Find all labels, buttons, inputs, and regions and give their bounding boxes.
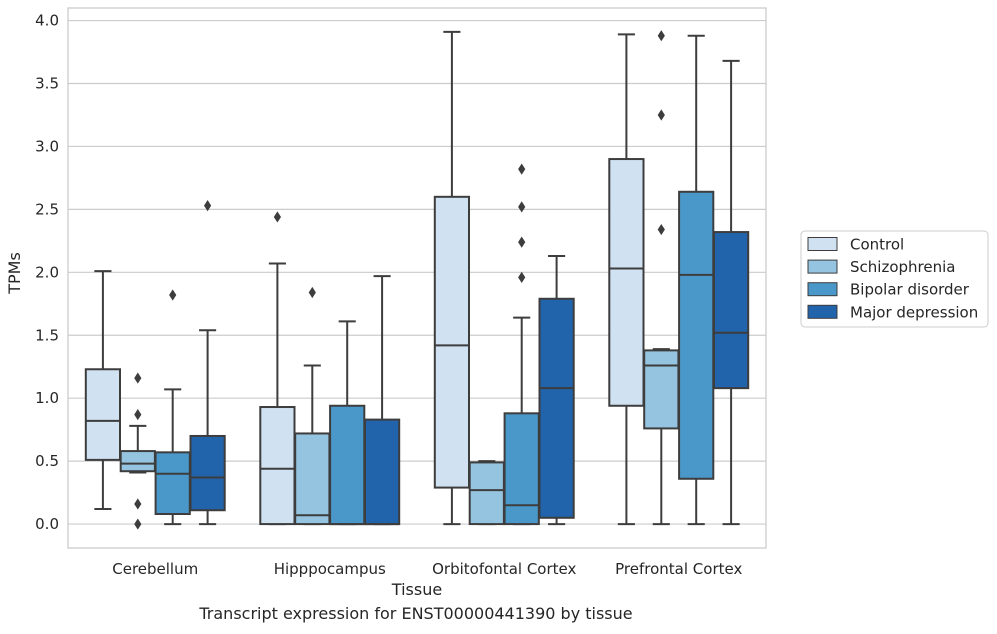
box-bipolar-disorder: [329, 320, 366, 526]
x-axis-ticks: Cerebellum Hipppocampus Orbitofontal Corte…: [112, 560, 742, 578]
box-schizophrenia: [468, 460, 505, 526]
outlier-point: [518, 271, 526, 283]
legend-frame: [800, 230, 989, 328]
box-major-depression: [712, 59, 750, 526]
y-tick-label: 2.0: [35, 263, 59, 281]
legend-label: Schizophrenia: [850, 258, 955, 276]
y-tick-label: 2.5: [35, 200, 59, 218]
legend: Control Schizophrenia Bipolar disorder Majo…: [800, 230, 989, 328]
outlier-point: [657, 30, 665, 42]
y-tick-label: 3.5: [35, 75, 59, 93]
iqr-box: [678, 190, 715, 480]
outlier-point: [169, 289, 177, 301]
iqr-box: [154, 451, 191, 516]
outlier-point: [134, 518, 142, 530]
y-tick-label: 1.5: [35, 326, 59, 344]
legend-swatch: [807, 282, 838, 297]
iqr-box: [712, 231, 750, 390]
outlier-point: [657, 223, 665, 236]
box-control: [259, 211, 296, 526]
box-schizophrenia: [643, 30, 680, 526]
box-bipolar-disorder: [678, 34, 715, 526]
legend-label: Major depression: [850, 303, 978, 321]
figure-caption: Transcript expression for ENST0000044139…: [199, 604, 633, 623]
iqr-box: [468, 461, 505, 526]
x-tick-label: Prefrontal Cortex: [615, 560, 742, 578]
outlier-point: [518, 163, 526, 175]
y-axis-title: TPMs: [5, 252, 24, 295]
box-major-depression: [363, 275, 401, 526]
iqr-box: [294, 432, 331, 526]
box-bipolar-disorder: [503, 163, 540, 526]
outlier-point: [308, 286, 316, 299]
box-bipolar-disorder: [154, 289, 191, 526]
legend-label: Bipolar disorder: [850, 281, 970, 299]
x-axis-title: Tissue: [391, 580, 442, 599]
legend-swatch: [807, 304, 838, 319]
iqr-box: [329, 404, 366, 526]
outlier-point: [134, 408, 142, 421]
iqr-box: [119, 450, 156, 473]
iqr-box: [643, 349, 680, 430]
iqr-box: [503, 412, 540, 526]
y-tick-label: 3.0: [35, 137, 59, 155]
box-control: [608, 33, 645, 526]
y-axis-ticks: 0.0 0.5 1.0 1.5 2.0 2.5 3.0 3.5 4.0: [35, 12, 59, 533]
y-tick-label: 1.0: [35, 389, 59, 407]
box-control: [84, 270, 122, 510]
iqr-box: [433, 195, 471, 489]
box-groups: [84, 30, 750, 530]
legend-swatch: [807, 237, 838, 251]
outlier-point: [204, 200, 212, 212]
x-tick-label: Orbitofontal Cortex: [432, 560, 576, 578]
x-tick-label: Hipppocampus: [274, 560, 386, 578]
outlier-point: [273, 211, 281, 223]
iqr-box: [538, 297, 575, 519]
iqr-box: [259, 406, 296, 526]
legend-swatch: [807, 259, 838, 274]
y-tick-label: 0.0: [35, 515, 59, 533]
y-tick-label: 0.5: [35, 452, 59, 470]
outlier-point: [518, 201, 526, 213]
y-tick-label: 4.0: [35, 12, 59, 30]
box-schizophrenia: [294, 286, 331, 526]
iqr-box: [189, 434, 226, 512]
box-major-depression: [538, 254, 575, 526]
legend-label: Control: [850, 236, 904, 254]
outlier-point: [657, 109, 665, 121]
box-control: [433, 30, 471, 526]
iqr-box: [84, 368, 122, 461]
plot-frame: [67, 7, 767, 549]
outlier-point: [134, 498, 142, 510]
box-schizophrenia: [119, 372, 156, 530]
iqr-box: [608, 158, 645, 407]
x-tick-label: Cerebellum: [112, 560, 198, 578]
outlier-point: [518, 236, 526, 248]
outlier-point: [134, 372, 142, 384]
iqr-box: [363, 418, 401, 526]
box-major-depression: [189, 200, 226, 526]
